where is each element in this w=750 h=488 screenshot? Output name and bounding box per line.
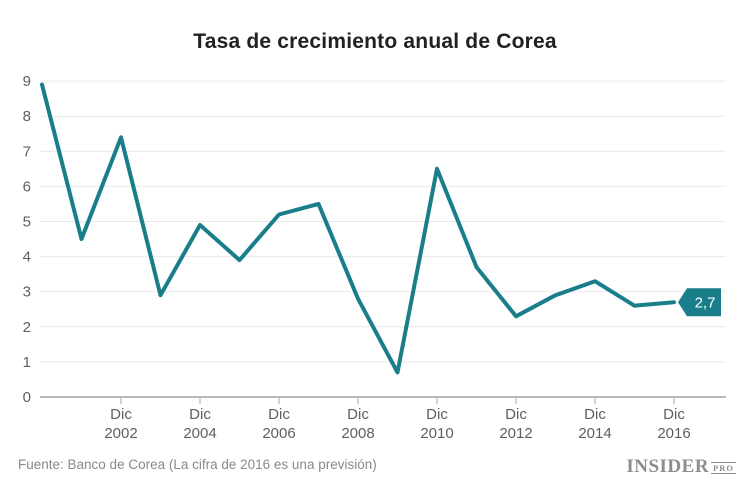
x-axis-label-year: 2004 (183, 425, 216, 442)
x-axis-label-month: Dic (505, 406, 527, 423)
growth-line-chart: 0 1 2 3 4 5 6 7 8 9 Dic 2002 Dic 2004 Dic 2006 Dic 2008 Di… (23, 73, 726, 442)
data-line (40, 82, 676, 375)
x-axis-label-year: 2002 (104, 425, 137, 442)
chart-footer: Fuente: Banco de Corea (La cifra de 2016… (0, 453, 750, 479)
y-axis-label: 5 (23, 214, 31, 231)
x-axis-label-month: Dic (110, 406, 132, 423)
x-axis-label-year: 2008 (341, 425, 374, 442)
y-axis-label: 0 (23, 389, 31, 406)
x-axis-label-month: Dic (663, 406, 685, 423)
y-axis-label: 6 (23, 178, 31, 195)
value-badge-label: 2,7 (695, 295, 716, 312)
value-badge (678, 288, 721, 317)
y-axis-label: 2 (23, 319, 31, 336)
logo-main-text: INSIDER (626, 456, 710, 477)
y-axis-label: 3 (23, 284, 31, 301)
y-axis-label: 9 (23, 73, 31, 90)
x-axis-label-month: Dic (347, 406, 369, 423)
source-note: Fuente: Banco de Corea (La cifra de 2016… (18, 457, 377, 472)
y-axis-label: 8 (23, 108, 31, 125)
x-axis-label-year: 2014 (578, 425, 611, 442)
x-axis-label-month: Dic (584, 406, 606, 423)
x-axis-label-month: Dic (189, 406, 211, 423)
x-axis-label-month: Dic (268, 406, 290, 423)
x-axis-label-month: Dic (426, 406, 448, 423)
insiderpro-logo: INSIDER PRO (626, 456, 736, 478)
x-axis-label-year: 2010 (420, 425, 453, 442)
y-axis-label: 1 (23, 354, 31, 371)
x-axis-label-year: 2012 (499, 425, 532, 442)
logo-sub-text: PRO (711, 462, 736, 474)
y-axis-label: 7 (23, 143, 31, 160)
x-axis-label-year: 2006 (262, 425, 295, 442)
y-axis-label: 4 (23, 249, 31, 266)
x-axis-label-year: 2016 (657, 425, 690, 442)
chart-title: Tasa de crecimiento anual de Corea (193, 30, 557, 53)
